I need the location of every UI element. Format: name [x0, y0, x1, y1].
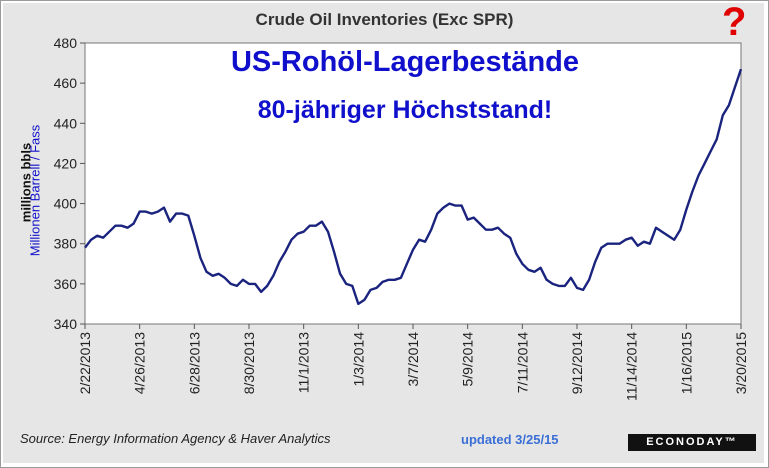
x-tick-label: 4/26/2013: [132, 332, 148, 394]
y-axis-label-german: Millionen Barrell / Fass: [27, 124, 43, 257]
x-tick-label: 3/7/2014: [405, 332, 421, 387]
annotation-headline: US-Rohöl-Lagerbestände: [230, 46, 580, 78]
source-note: Source: Energy Information Agency & Have…: [20, 431, 331, 446]
x-axis: 2/22/2013 4/26/2013 6/28/2013 8/30/2013 11/1…: [77, 324, 749, 401]
y-tick-label: 400: [54, 196, 78, 212]
y-tick-label: 340: [54, 316, 78, 332]
x-tick-label: 2/22/2013: [77, 332, 93, 394]
x-tick-label: 9/12/2014: [569, 332, 585, 394]
annotation-subheadline: 80-jähriger Höchststand!: [257, 96, 553, 124]
x-tick-label: 6/28/2013: [186, 332, 202, 394]
y-tick-label: 460: [54, 75, 78, 91]
y-tick-label: 380: [54, 236, 78, 252]
y-tick-label: 480: [54, 35, 78, 51]
x-tick-label: 11/14/2014: [624, 332, 640, 401]
x-tick-label: 3/20/2015: [733, 332, 749, 394]
y-tick-label: 420: [54, 155, 78, 171]
y-tick-label: 360: [54, 276, 78, 292]
updated-note: updated 3/25/15: [461, 432, 559, 447]
chart-title: Crude Oil Inventories (Exc SPR): [255, 10, 514, 29]
y-tick-label: 440: [54, 115, 78, 131]
annotation-question-mark: ?: [722, 0, 747, 44]
y-axis: 340 360 380 400 420 440 460 480: [54, 35, 85, 332]
x-tick-label: 1/3/2014: [350, 332, 366, 387]
x-tick-label: 7/11/2014: [514, 332, 530, 393]
plot-area: [84, 42, 742, 325]
x-tick-label: 8/30/2013: [241, 332, 257, 394]
series-line: [84, 68, 743, 306]
x-tick-label: 5/9/2014: [460, 332, 476, 387]
econoday-logo: ECONODAY™: [628, 434, 756, 451]
x-tick-label: 1/16/2015: [678, 332, 694, 394]
x-tick-label: 11/1/2013: [296, 332, 312, 393]
